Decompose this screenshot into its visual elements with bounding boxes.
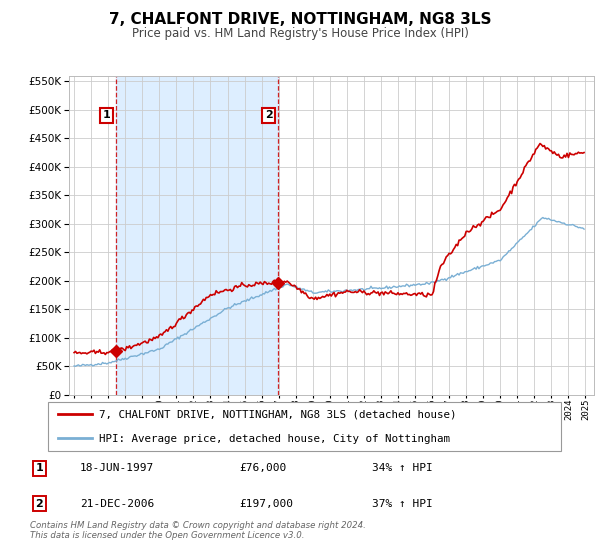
Text: 7, CHALFONT DRIVE, NOTTINGHAM, NG8 3LS (detached house): 7, CHALFONT DRIVE, NOTTINGHAM, NG8 3LS (…	[100, 409, 457, 419]
Text: Contains HM Land Registry data © Crown copyright and database right 2024.: Contains HM Land Registry data © Crown c…	[30, 521, 366, 530]
Bar	[116, 76, 278, 395]
Text: 34% ↑ HPI: 34% ↑ HPI	[372, 464, 433, 473]
Text: 2: 2	[35, 499, 43, 509]
Text: £76,000: £76,000	[240, 464, 287, 473]
Text: 37% ↑ HPI: 37% ↑ HPI	[372, 499, 433, 509]
Text: £197,000: £197,000	[240, 499, 294, 509]
Text: 1: 1	[103, 110, 110, 120]
Text: HPI: Average price, detached house, City of Nottingham: HPI: Average price, detached house, City…	[100, 434, 450, 444]
Text: This data is licensed under the Open Government Licence v3.0.: This data is licensed under the Open Gov…	[30, 531, 305, 540]
Text: 1: 1	[35, 464, 43, 473]
Text: Price paid vs. HM Land Registry's House Price Index (HPI): Price paid vs. HM Land Registry's House …	[131, 27, 469, 40]
Text: 21-DEC-2006: 21-DEC-2006	[80, 499, 154, 509]
Text: 2: 2	[265, 110, 272, 120]
FancyBboxPatch shape	[48, 402, 561, 451]
Text: 7, CHALFONT DRIVE, NOTTINGHAM, NG8 3LS: 7, CHALFONT DRIVE, NOTTINGHAM, NG8 3LS	[109, 12, 491, 27]
Text: 18-JUN-1997: 18-JUN-1997	[80, 464, 154, 473]
